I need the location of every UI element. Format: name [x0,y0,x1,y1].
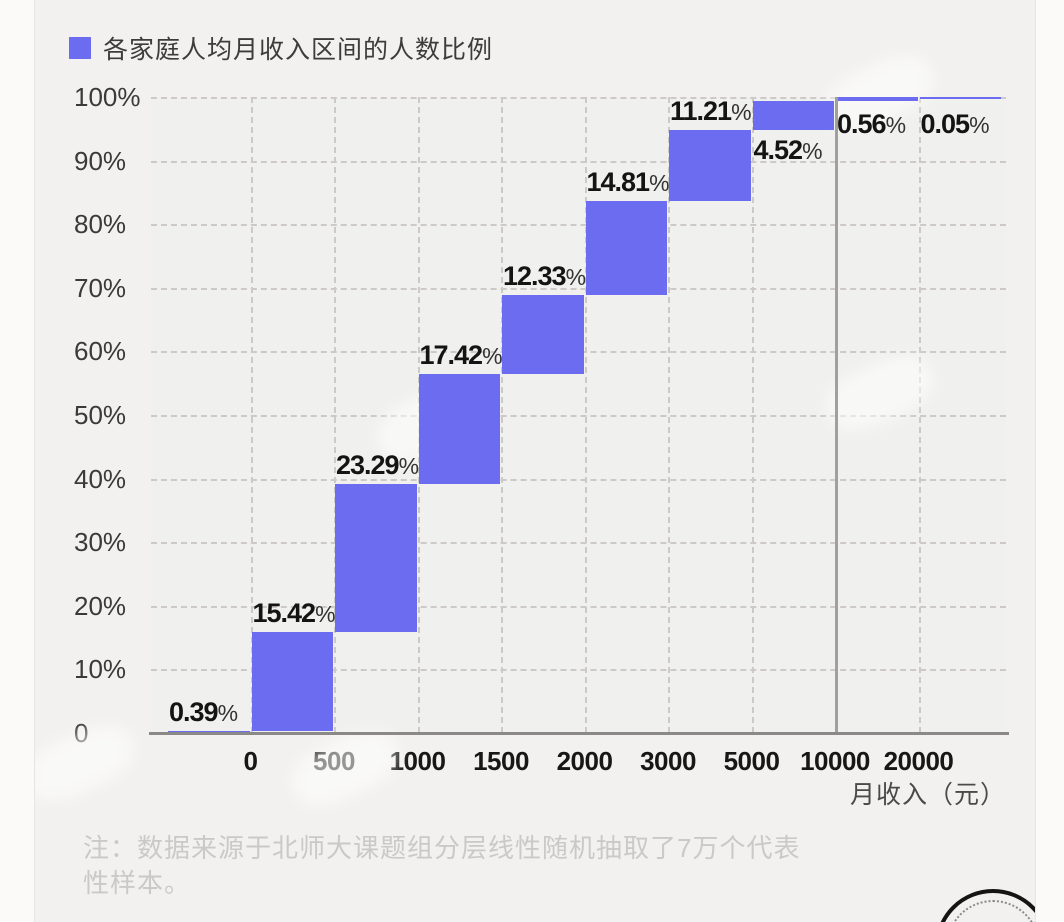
gridline-horizontal [151,224,1006,227]
y-tick-label-80: 80% [74,209,127,240]
gridline-vertical [501,97,503,733]
gridline-horizontal [151,287,1006,290]
x-axis-title: 月收入（元） [849,781,1006,809]
y-tick-label-60: 60% [74,336,127,367]
bar-segment-20000+ [919,97,1001,99]
y-tick-label-30: 30% [74,527,127,558]
y-tick-label-10: 10% [74,654,127,685]
gridline-vertical [250,97,253,733]
gridline-horizontal [151,415,1006,417]
bar-segment-5000–10000 [752,100,834,130]
gridline-horizontal [151,542,1006,545]
legend-label: 各家庭人均月收入区间的人数比例 [103,36,494,64]
footnote-line-2: 性样本。 [83,868,192,898]
x-tick-label-1500: 1500 [473,746,529,776]
reference-line-10000 [835,97,838,733]
legend: 各家庭人均月收入区间的人数比例 [69,30,493,66]
y-tick-label-50: 50% [74,400,127,430]
footnote-line-1: 注：数据来源于北师大课题组分层线性随机抽取了7万个代表 [83,833,801,863]
bar-value-label: 15.42% [252,598,336,629]
x-tick-label-10000: 10000 [800,746,870,776]
bar-segment-0–500 [251,632,333,731]
x-tick-label-500: 500 [313,746,355,776]
bar-value-label: 12.33% [503,261,587,292]
bar-segment-≤0 [168,730,250,733]
bar-value-label: 0.56% [837,109,907,139]
x-tick-label-5000: 5000 [723,746,780,776]
legend-swatch-icon [69,37,91,59]
x-tick-label-2000: 2000 [556,746,613,776]
bar-segment-1000–1500 [418,373,500,485]
gridline-horizontal [151,669,1006,672]
y-tick-label-100: 100% [74,82,141,112]
y-tick-label-0: 0 [74,718,89,748]
bar-value-label: 0.05% [920,109,990,139]
bar-value-label: 11.21% [670,95,752,126]
gridline-vertical [751,97,754,733]
plot-area: 0.39% 15.42% 23.29% 17.42% 12.33% 14.81% 11.21… [151,95,1006,733]
bar-segment-10000–20000 [836,97,918,101]
bar-value-label: 17.42% [419,339,503,370]
gridline-vertical [584,97,587,733]
gridline-vertical [334,97,336,733]
y-tick-label-70: 70% [74,272,127,303]
gridline-vertical [668,97,670,733]
bar-value-label: 0.39% [169,696,239,727]
bar-segment-500–1000 [335,484,417,633]
bar-segment-1500–2000 [502,295,584,374]
x-tick-label-20000: 20000 [883,746,954,776]
bar-value-label: 4.52% [753,134,823,165]
x-tick-label-3000: 3000 [640,746,696,776]
gridline-horizontal [151,160,1006,163]
gridline-horizontal [151,478,1006,481]
gridline-horizontal [151,97,1006,99]
bar-segment-3000–5000 [669,129,751,201]
chart-card: 各家庭人均月收入区间的人数比例 0.39% 15.42% 23.29% 17.42% 1… [34,0,1036,922]
bar-value-label: 23.29% [336,450,420,481]
bar-value-label: 14.81% [586,166,670,197]
x-tick-label-0: 0 [243,746,258,776]
x-tick-label-1000: 1000 [389,746,446,776]
y-tick-label-20: 20% [74,590,127,621]
y-tick-label-40: 40% [74,463,127,494]
gridline-vertical [918,97,921,733]
y-tick-label-90: 90% [74,145,127,176]
gridline-horizontal [151,605,1006,608]
x-axis-line [149,732,1009,735]
bar-segment-2000–3000 [585,200,667,296]
